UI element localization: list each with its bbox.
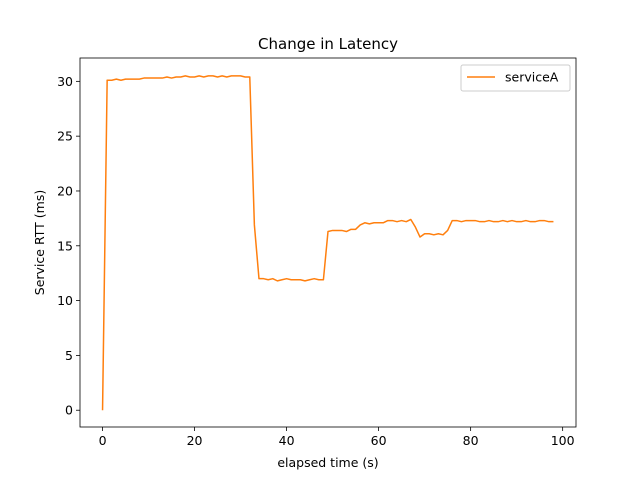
legend-label-serviceA: serviceA	[505, 70, 559, 85]
series-line-serviceA	[101, 75, 554, 411]
y-tick-label: 20	[57, 183, 73, 198]
y-tick-label: 15	[57, 238, 73, 253]
legend: serviceA	[460, 64, 571, 92]
x-tick-label: 100	[551, 433, 575, 448]
y-axis-label: Service RTT (ms)	[32, 190, 47, 295]
x-tick-label: 0	[99, 433, 107, 448]
x-axis-label: elapsed time (s)	[277, 455, 378, 470]
chart-marks	[101, 75, 554, 411]
y-tick-label: 10	[57, 293, 73, 308]
x-tick-label: 40	[279, 433, 295, 448]
y-tick-label: 30	[57, 74, 73, 89]
plot-frame	[79, 57, 577, 428]
y-tick-label: 5	[65, 348, 73, 363]
y-tick-label: 25	[57, 129, 73, 144]
x-tick-label: 20	[187, 433, 203, 448]
x-tick-label: 80	[463, 433, 479, 448]
chart-title: Change in Latency	[258, 35, 398, 53]
legend-box	[460, 64, 571, 92]
plot-area	[80, 58, 576, 427]
axis-ticks: 0 20 40 60 80 100 0 5 10 15 20 25 30	[57, 74, 575, 448]
x-tick-label: 60	[371, 433, 387, 448]
y-tick-label: 0	[65, 403, 73, 418]
